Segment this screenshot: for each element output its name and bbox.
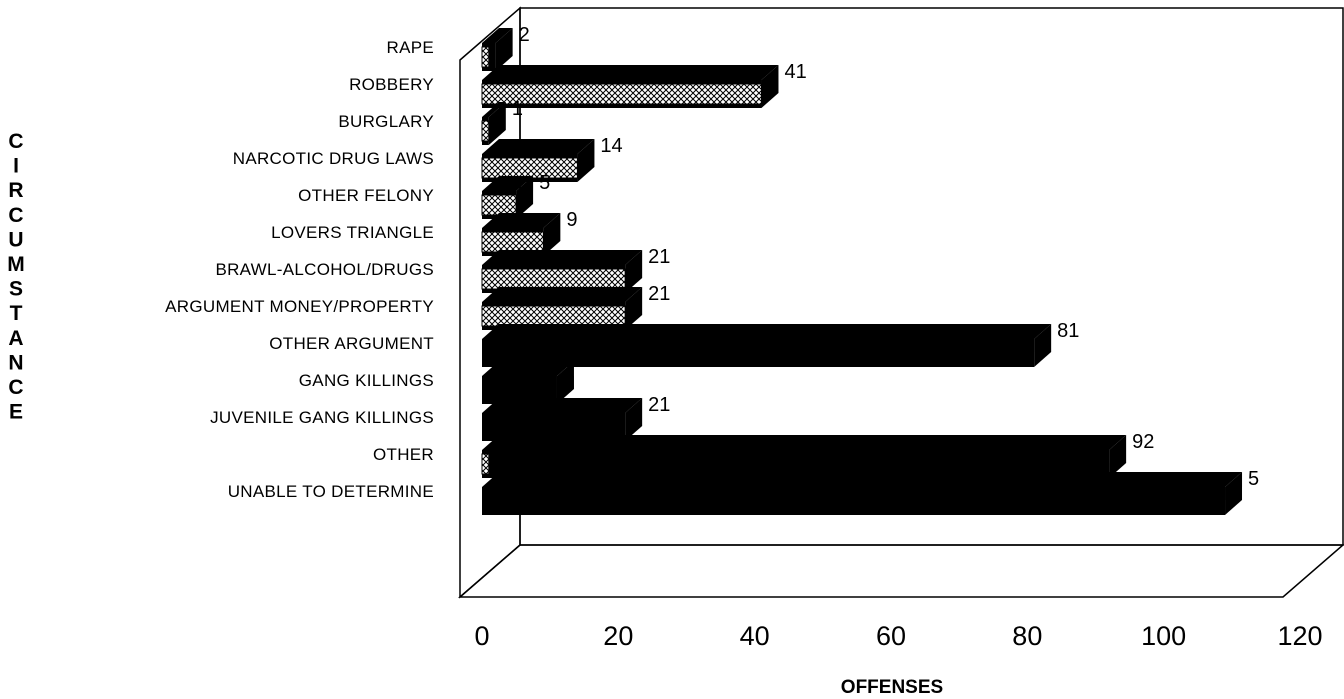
data-label: 41 [784,61,806,83]
x-axis-title: OFFENSES [841,677,943,698]
y-axis-title-letter: S [9,278,23,301]
category-label: GANG KILLINGS [299,371,434,390]
category-labels-group: RAPE ROBBERY BURGLARY NARCOTIC DRUG LAWS OTH… [165,38,434,501]
y-axis-title-letter: T [10,302,23,325]
data-label: 14 [600,135,622,157]
x-tick-label: 40 [740,621,770,651]
y-axis-title-letter: C [8,204,23,227]
data-label: 92 [1132,431,1154,453]
data-label: 9 [566,209,577,231]
y-axis-title-letter: A [8,327,23,350]
data-label: 1 [512,98,523,120]
y-axis-title-letter: I [13,155,19,178]
category-label: RAPE [387,38,435,57]
category-label: ROBBERY [349,75,434,94]
data-label: 5 [1248,468,1259,490]
data-label: 2 [519,24,530,46]
y-axis-title-letter: M [7,253,25,276]
bar-hatched [481,231,544,253]
data-label: 5 [539,172,550,194]
data-label: 21 [648,246,670,268]
bar-hatched [481,120,490,142]
category-label: UNABLE TO DETERMINE [228,482,434,501]
bar-solid [482,472,1243,515]
category-label: OTHER ARGUMENT [269,334,434,353]
bar-solid [482,361,574,404]
x-tick-labels-group: 0 20 40 60 80 100 120 [474,621,1322,651]
y-axis-title-letter: U [8,228,23,251]
category-label: LOVERS TRIANGLE [271,223,434,242]
bar-hatched [481,194,517,216]
data-label: 21 [648,394,670,416]
category-label: NARCOTIC DRUG LAWS [233,149,434,168]
y-axis-title-letter: C [8,130,23,153]
floor [457,544,1344,598]
bar-hatched [481,83,762,105]
x-tick-label: 60 [876,621,906,651]
y-axis-title-letter: R [8,179,23,202]
x-tick-label: 20 [603,621,633,651]
category-label: JUVENILE GANG KILLINGS [210,408,434,427]
bar-solid [482,398,643,441]
x-tick-label: 0 [474,621,489,651]
data-label: 21 [648,283,670,305]
bars-group [481,28,1243,515]
bar-hatched [481,453,490,475]
bar-hatched [481,268,626,290]
x-tick-label: 120 [1277,621,1322,651]
category-label: OTHER [373,445,434,464]
bar-hatched [481,157,578,179]
category-label: BURGLARY [338,112,434,131]
x-tick-label: 80 [1012,621,1042,651]
bar-solid [482,324,1052,367]
category-label: BRAWL-ALCOHOL/DRUGS [215,260,434,279]
bar-solid [482,435,1127,478]
y-axis-title-letter: E [9,401,23,424]
y-axis-title-letter: C [8,376,23,399]
category-label: ARGUMENT MONEY/PROPERTY [165,297,434,316]
y-axis-title-letter: N [8,351,23,374]
bar-hatched [481,305,626,327]
bar-hatched [481,46,490,68]
category-label: OTHER FELONY [298,186,434,205]
data-label: 81 [1057,320,1079,342]
x-tick-label: 100 [1141,621,1186,651]
